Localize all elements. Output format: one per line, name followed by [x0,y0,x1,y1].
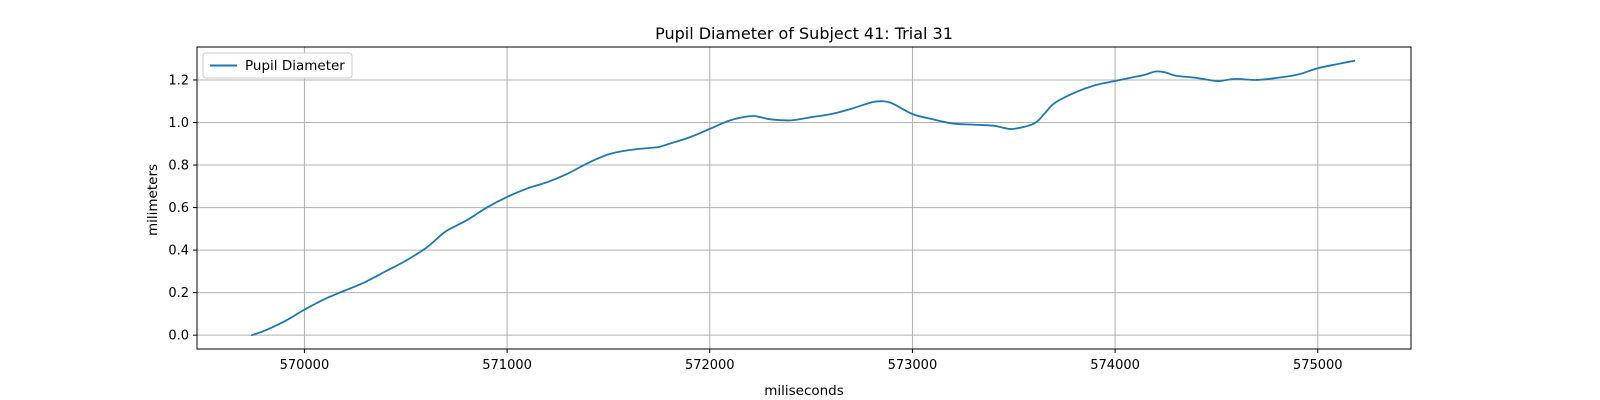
series-line-pupil-diameter [250,59,1356,337]
x-tick-label: 573000 [888,358,938,373]
x-tick-label: 571000 [482,358,532,373]
plot-frame [196,46,1412,350]
x-tick-label: 570000 [280,358,330,373]
grid-lines [197,47,1411,349]
y-tick-label: 1.0 [168,116,189,131]
y-tick-label: 0.4 [168,244,189,259]
chart-title: Pupil Diameter of Subject 41: Trial 31 [655,24,953,43]
legend: Pupil Diameter [202,52,353,79]
x-tick-label: 572000 [685,358,735,373]
legend-entry-pupil-diameter: Pupil Diameter [245,58,345,74]
y-tick-label: 0.6 [168,201,189,216]
x-axis: 570000 571000 572000 573000 574000 575000 [280,349,1343,373]
series-layer [250,59,1356,337]
y-tick-label: 0.0 [168,329,189,344]
y-tick-label: 0.8 [168,159,189,174]
y-axis: 0.0 0.2 0.4 0.6 0.8 1.0 1.2 [168,73,197,344]
y-tick-label: 1.2 [168,73,189,88]
x-tick-label: 575000 [1293,358,1343,373]
x-tick-label: 574000 [1090,358,1140,373]
y-tick-label: 0.2 [168,286,189,301]
y-axis-label: milimeters [145,164,161,236]
x-axis-label: miliseconds [764,383,844,399]
legend-box [202,52,353,79]
